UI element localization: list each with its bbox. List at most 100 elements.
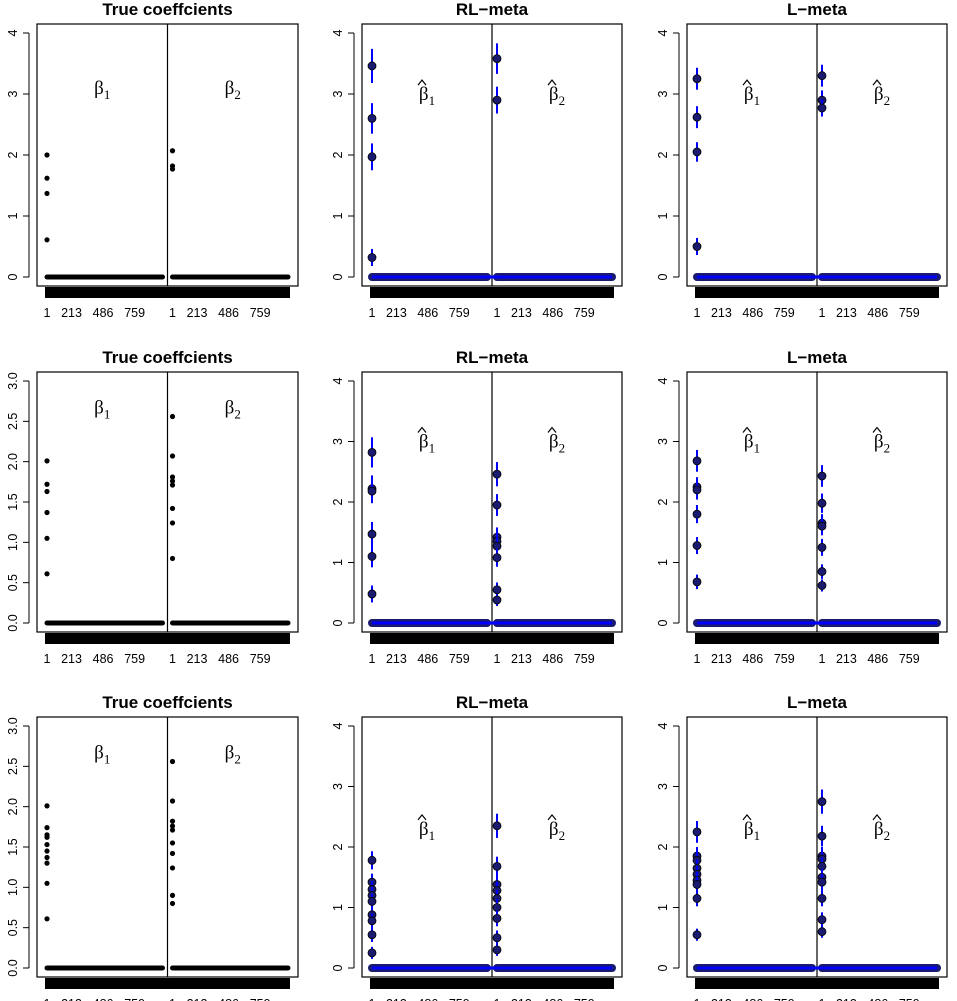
beta1-point bbox=[367, 855, 377, 865]
x-tick-label: 213 bbox=[187, 306, 208, 320]
hat-accent bbox=[742, 813, 752, 821]
x-tick-label: 213 bbox=[511, 652, 532, 666]
beta2-label: β2 bbox=[549, 84, 565, 108]
x-tick-label: 759 bbox=[124, 306, 145, 320]
y-tick-label: 3 bbox=[656, 783, 670, 790]
x-tick-label: 1 bbox=[494, 997, 501, 1001]
hat-accent bbox=[417, 813, 427, 821]
beta1-point bbox=[367, 916, 377, 926]
beta2-point bbox=[492, 553, 502, 563]
x-tick-label: 213 bbox=[711, 306, 732, 320]
x-axis-rug bbox=[45, 633, 290, 644]
y-tick-label: 1 bbox=[656, 904, 670, 911]
x-tick-label: 486 bbox=[542, 306, 563, 320]
beta2-point bbox=[492, 585, 502, 595]
x-tick-label: 486 bbox=[417, 306, 438, 320]
y-tick-label: 3 bbox=[331, 783, 345, 790]
panel-title: True coeffcients bbox=[102, 348, 232, 367]
hat-accent bbox=[742, 79, 752, 86]
x-tick-label: 1 bbox=[169, 997, 176, 1001]
x-tick-label: 213 bbox=[836, 652, 857, 666]
panel-title: RL−meta bbox=[456, 693, 529, 712]
panel-9: L−meta 0 1 2 3 4 1 213 486 759 1 213 486 759 β1 β2 bbox=[656, 693, 948, 1001]
x-tick-label: 759 bbox=[899, 652, 920, 666]
y-tick-label: 4 bbox=[656, 29, 670, 36]
y-tick-label: 2 bbox=[656, 151, 670, 158]
y-tick-label: 2 bbox=[331, 843, 345, 850]
panel-2: RL−meta 0 1 2 3 4 1 213 486 759 1 213 486 759 β1 β2 bbox=[331, 0, 623, 320]
beta2-point bbox=[492, 861, 502, 871]
beta1-point bbox=[44, 458, 50, 464]
beta2-point bbox=[817, 831, 827, 841]
y-tick-label: 3 bbox=[331, 90, 345, 97]
beta1-point bbox=[692, 894, 702, 903]
x-tick-label: 486 bbox=[417, 652, 438, 666]
panel-5: RL−meta 0 1 2 3 4 1 213 486 759 1 213 486 759 β1 β2 bbox=[331, 348, 623, 666]
beta1-point bbox=[44, 535, 50, 541]
beta2-label: β2 bbox=[225, 742, 241, 766]
hat-accent bbox=[547, 813, 557, 821]
y-tick-label: 3.0 bbox=[6, 717, 20, 734]
beta1-label: β1 bbox=[94, 78, 110, 102]
beta1-point bbox=[44, 481, 50, 487]
y-tick-label: 1.0 bbox=[6, 534, 20, 551]
x-tick-label: 759 bbox=[124, 997, 145, 1001]
y-tick-label: 2.5 bbox=[6, 758, 20, 775]
beta2-point bbox=[817, 877, 827, 887]
beta1-point bbox=[44, 803, 50, 809]
x-tick-label: 759 bbox=[124, 652, 145, 666]
x-tick-label: 213 bbox=[187, 652, 208, 666]
beta1-point bbox=[692, 74, 702, 84]
y-tick-label: 0 bbox=[656, 619, 670, 626]
x-tick-label: 1 bbox=[169, 652, 176, 666]
y-tick-label: 2 bbox=[331, 151, 345, 158]
y-tick-label: 3 bbox=[656, 438, 670, 445]
beta2-point bbox=[492, 500, 502, 510]
x-axis-rug bbox=[45, 287, 290, 298]
beta1-point bbox=[44, 854, 50, 861]
x-tick-label: 759 bbox=[574, 306, 595, 320]
x-axis-rug bbox=[370, 633, 614, 644]
beta1-label: β1 bbox=[94, 742, 110, 766]
x-tick-label: 486 bbox=[218, 652, 239, 666]
panel-title: True coeffcients bbox=[102, 693, 232, 712]
hat-accent bbox=[872, 79, 882, 86]
x-tick-label: 486 bbox=[742, 306, 763, 320]
x-tick-label: 1 bbox=[369, 652, 376, 666]
beta1-point bbox=[44, 190, 50, 197]
x-tick-label: 486 bbox=[742, 997, 763, 1001]
x-tick-label: 1 bbox=[694, 652, 701, 666]
y-tick-label: 0 bbox=[331, 273, 345, 280]
x-tick-label: 213 bbox=[61, 997, 82, 1001]
panel-title: True coeffcients bbox=[102, 0, 232, 19]
hat-accent bbox=[417, 426, 427, 433]
y-tick-label: 0.0 bbox=[6, 614, 20, 631]
beta2-label: β2 bbox=[225, 78, 241, 102]
beta2-point bbox=[817, 927, 827, 937]
beta1-point bbox=[692, 456, 702, 466]
beta1-point bbox=[44, 848, 50, 854]
beta1-point bbox=[44, 916, 50, 922]
beta1-label: β1 bbox=[419, 432, 435, 456]
beta2-point bbox=[817, 71, 827, 81]
beta1-label: β1 bbox=[744, 819, 760, 843]
x-tick-label: 213 bbox=[61, 306, 82, 320]
y-tick-label: 0.5 bbox=[6, 574, 20, 591]
beta2-point bbox=[169, 555, 176, 562]
beta2-point bbox=[817, 471, 827, 481]
beta2-label: β2 bbox=[225, 397, 241, 421]
beta2-point bbox=[817, 542, 827, 552]
x-tick-label: 213 bbox=[386, 652, 407, 666]
beta1-point bbox=[367, 552, 377, 561]
panel-title: RL−meta bbox=[456, 348, 529, 367]
beta2-point bbox=[817, 103, 827, 113]
beta1-label: β1 bbox=[744, 432, 760, 456]
x-tick-label: 486 bbox=[542, 652, 563, 666]
y-tick-label: 1 bbox=[656, 212, 670, 219]
y-tick-label: 4 bbox=[331, 29, 345, 36]
x-tick-label: 1 bbox=[369, 306, 376, 320]
x-tick-label: 213 bbox=[386, 997, 407, 1001]
beta2-point bbox=[492, 903, 502, 912]
beta1-point bbox=[44, 841, 50, 848]
